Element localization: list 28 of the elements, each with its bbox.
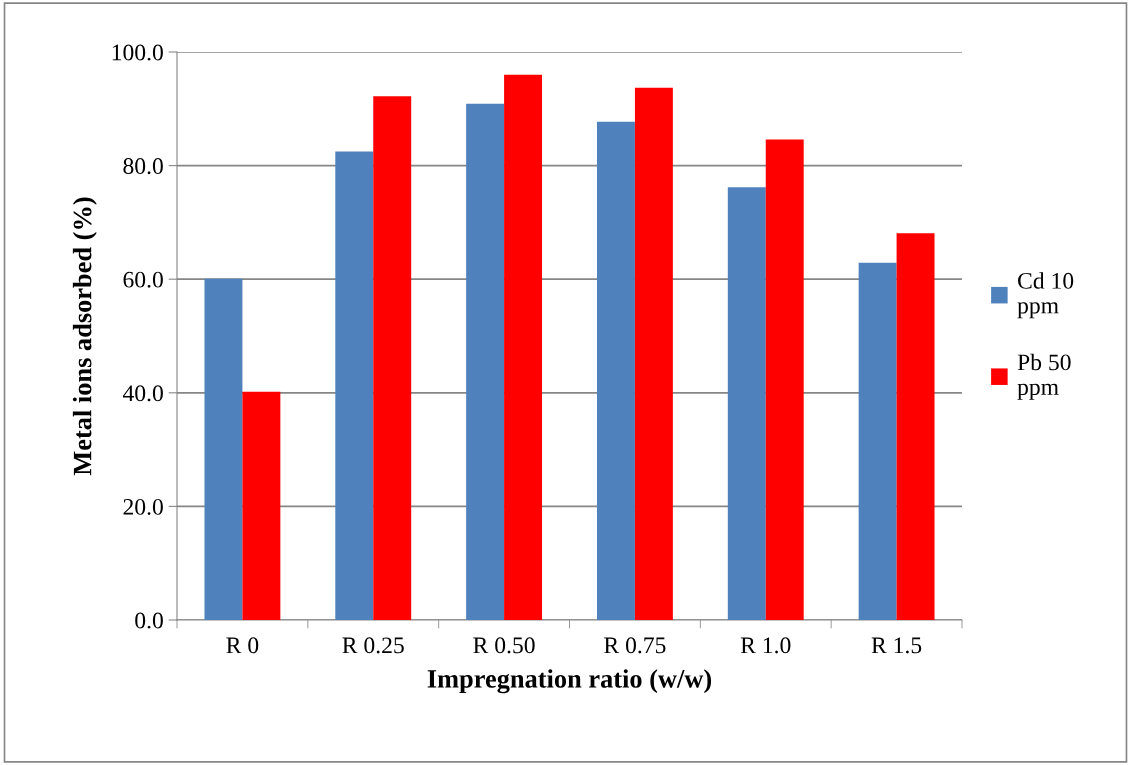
x-axis-title: Impregnation ratio (w/w) bbox=[427, 669, 712, 694]
x-tick-label: R 0 bbox=[226, 637, 259, 654]
y-tick-label: 100.0 bbox=[112, 44, 163, 61]
x-tick-label: R 0.25 bbox=[342, 637, 404, 654]
bar bbox=[596, 121, 635, 620]
bar bbox=[634, 87, 673, 620]
y-tick-label: 20.0 bbox=[123, 498, 163, 515]
legend-label: Cd 10 ppm bbox=[1017, 272, 1074, 319]
bar bbox=[373, 96, 412, 620]
bar bbox=[727, 187, 766, 620]
bar bbox=[858, 262, 897, 620]
bar bbox=[466, 103, 505, 620]
y-axis-title: Metal ions adsorbed (%) bbox=[72, 197, 97, 476]
y-tick-label: 80.0 bbox=[123, 158, 163, 175]
legend-label: Pb 50 ppm bbox=[1017, 353, 1071, 400]
bar bbox=[242, 391, 281, 620]
bar bbox=[504, 74, 543, 620]
x-tick-label: R 0.50 bbox=[473, 637, 535, 654]
y-tick-label: 0.0 bbox=[135, 612, 163, 629]
bar bbox=[335, 151, 374, 620]
x-tick-label: R 1.5 bbox=[871, 637, 922, 654]
y-tick-label: 60.0 bbox=[123, 271, 163, 288]
x-tick-label: R 1.0 bbox=[740, 637, 791, 654]
x-tick-label: R 0.75 bbox=[604, 637, 666, 654]
bar bbox=[204, 278, 243, 620]
bar bbox=[896, 233, 935, 620]
y-tick-label: 40.0 bbox=[122, 385, 163, 402]
bar bbox=[765, 139, 804, 620]
